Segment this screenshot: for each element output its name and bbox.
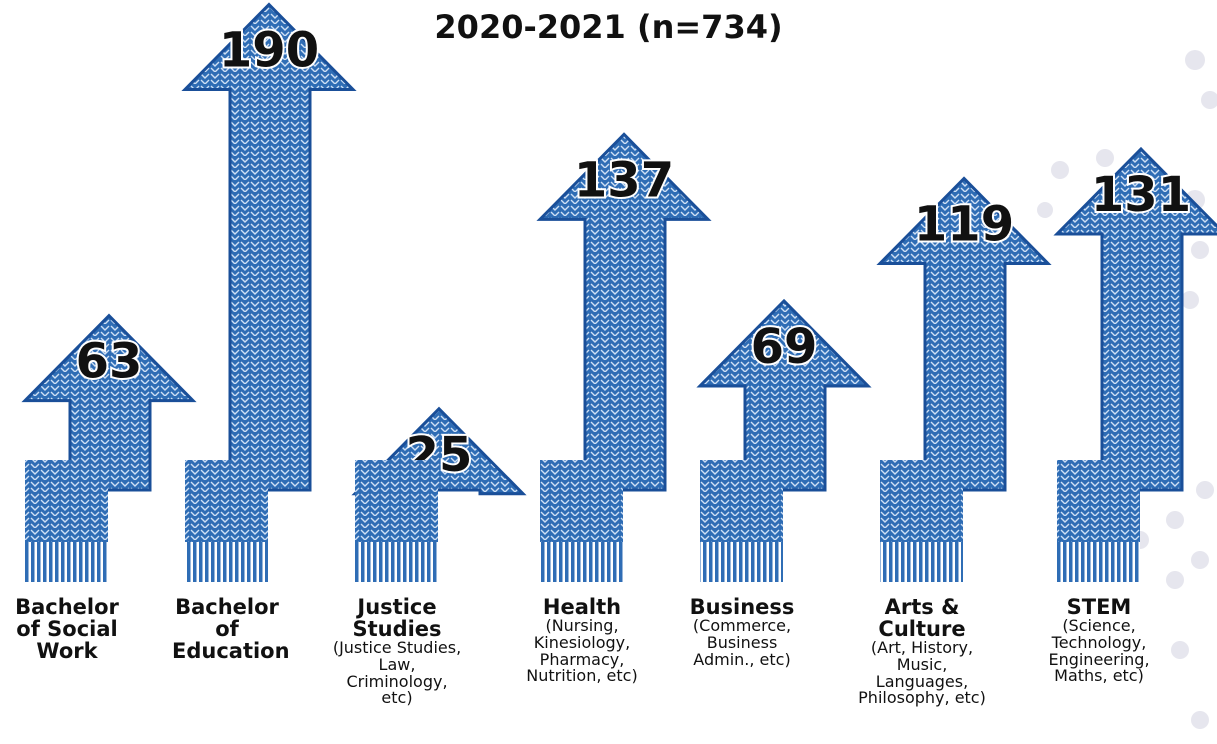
scarf (355, 460, 438, 542)
scarf-fringe (880, 542, 963, 582)
scarf-fringe (25, 542, 108, 582)
value-label: 190 (219, 23, 319, 79)
scarf (540, 460, 623, 542)
scarf (185, 460, 268, 542)
value-label: 119 (914, 196, 1014, 252)
category-name: Business (689, 595, 795, 619)
category-name: STEM (1066, 595, 1132, 619)
category-name: Arts & Culture (878, 595, 966, 642)
arrow (876, 176, 1052, 492)
scarf (880, 460, 963, 542)
value-label: 63 (76, 334, 143, 390)
category-name: Bachelor of Social Work (15, 595, 119, 664)
category-label: Health (Nursing, Kinesiology, Pharmacy, N… (502, 596, 662, 685)
chart-title: 2020-2021 (n=734) (434, 8, 783, 46)
category-detail: (Commerce, Business Admin., etc) (692, 616, 792, 669)
category-detail: (Justice Studies, Law, Criminology, etc) (332, 638, 462, 708)
category-label: Business (Commerce, Business Admin., etc) (662, 596, 822, 668)
category-name: Justice Studies (352, 595, 442, 642)
category-name: Bachelor of Education (172, 595, 290, 664)
scarf-fringe (540, 542, 623, 582)
arrow (21, 313, 197, 492)
scarf-fringe (355, 542, 438, 582)
category-label: Justice Studies (Justice Studies, Law, Cr… (317, 596, 477, 707)
category-label: STEM (Science, Technology, Engineering, M… (1019, 596, 1179, 685)
scarf-fringe (1057, 542, 1140, 582)
arrow (1053, 146, 1217, 492)
category-detail: (Nursing, Kinesiology, Pharmacy, Nutriti… (526, 616, 638, 686)
category-detail: (Science, Technology, Engineering, Maths… (1048, 616, 1150, 686)
category-label: Bachelor of Education (147, 596, 307, 662)
arrow (536, 132, 712, 492)
arrow (696, 298, 872, 492)
background-dots (1037, 50, 1217, 729)
category-label: Arts & Culture (Art, History, Music, Lang… (842, 596, 1002, 707)
scarf-fringe (700, 542, 783, 582)
arrow (181, 2, 357, 492)
scarf (700, 460, 783, 542)
scarf (1057, 460, 1140, 542)
value-label: 137 (574, 152, 674, 208)
value-label: 131 (1091, 167, 1191, 223)
scarf-fringe (185, 542, 268, 582)
category-detail: (Art, History, Music, Languages, Philoso… (858, 638, 986, 708)
value-label: 69 (751, 319, 818, 375)
category-label: Bachelor of Social Work (0, 596, 147, 662)
scarf (25, 460, 108, 542)
category-name: Health (542, 595, 622, 619)
